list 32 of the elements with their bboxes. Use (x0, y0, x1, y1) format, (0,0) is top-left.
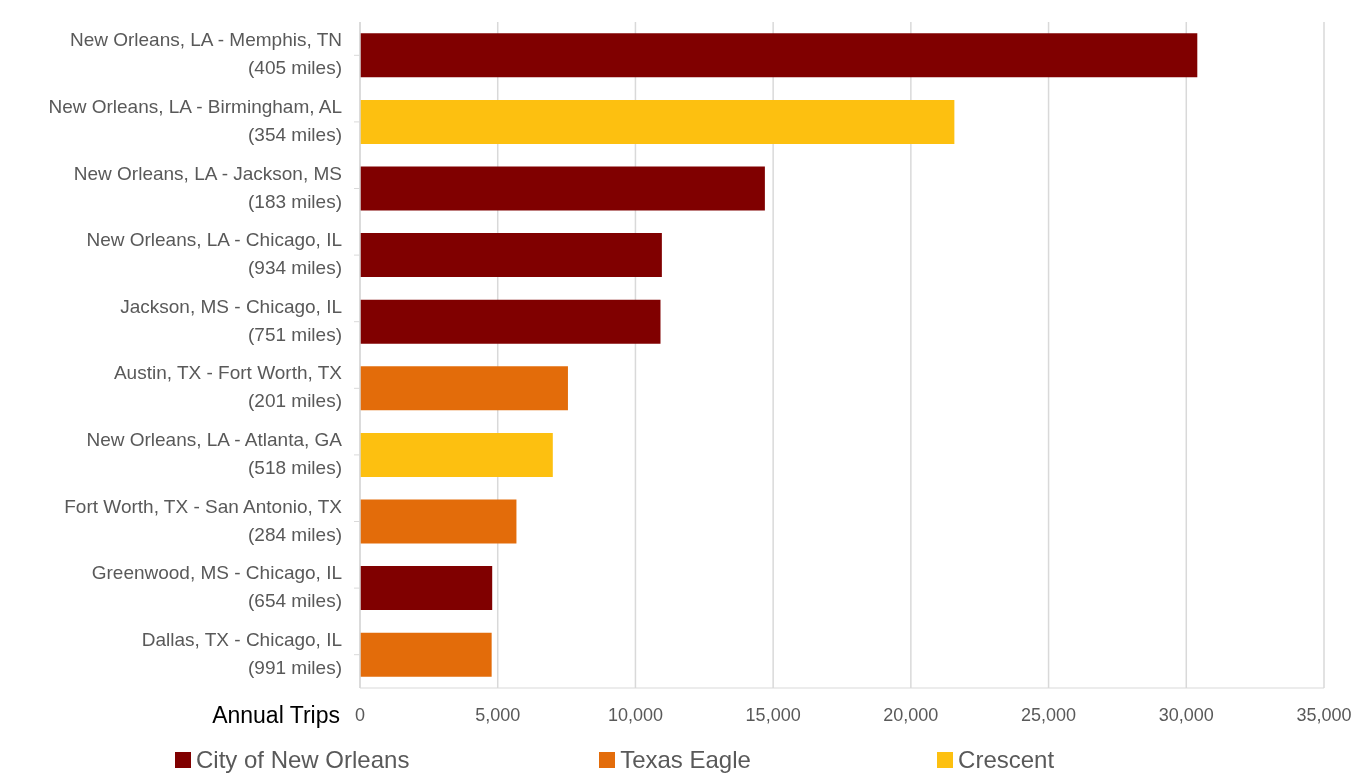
x-tick-label: 10,000 (607, 704, 663, 725)
bar (360, 166, 765, 211)
bar (360, 99, 955, 144)
y-tick-label: Dallas, TX - Chicago, IL (991 miles) (141, 628, 342, 678)
x-tick-label: 35,000 (1296, 704, 1352, 725)
bar (360, 632, 492, 677)
y-tick-label: Fort Worth, TX - San Antonio, TX (284 miles) (64, 495, 343, 545)
bar (360, 432, 553, 477)
bar (360, 366, 568, 411)
y-tick-label: New Orleans, LA - Birmingham, AL (354 miles) (48, 95, 342, 145)
x-tick-label: 30,000 (1158, 704, 1214, 725)
x-axis-title: Annual Trips (212, 702, 340, 729)
x-tick-label: 5,000 (475, 704, 521, 725)
x-tick-label: 0 (354, 704, 366, 725)
bar (360, 33, 1198, 78)
legend-label: Crescent (958, 746, 1055, 774)
bar (360, 499, 517, 544)
y-tick-label: New Orleans, LA - Memphis, TN (405 miles) (69, 29, 342, 79)
legend-label: Texas Eagle (620, 746, 751, 774)
x-tick-label: 25,000 (1021, 704, 1077, 725)
y-tick-label: Austin, TX - Fort Worth, TX (201 miles) (113, 362, 343, 412)
y-tick-label: New Orleans, LA - Chicago, IL (934 miles) (86, 229, 342, 279)
legend-label: City of New Orleans (196, 746, 410, 774)
bar (360, 299, 661, 344)
bar (360, 566, 493, 611)
y-tick-label: New Orleans, LA - Atlanta, GA (518 miles) (86, 428, 343, 478)
y-tick-label: Greenwood, MS - Chicago, IL (654 miles) (91, 562, 342, 612)
x-tick-label: 20,000 (883, 704, 939, 725)
y-tick-label: Jackson, MS - Chicago, IL (751 miles) (120, 295, 342, 345)
bar (360, 233, 662, 278)
y-tick-label: New Orleans, LA - Jackson, MS (183 miles) (73, 162, 342, 212)
x-tick-label: 15,000 (745, 704, 801, 725)
